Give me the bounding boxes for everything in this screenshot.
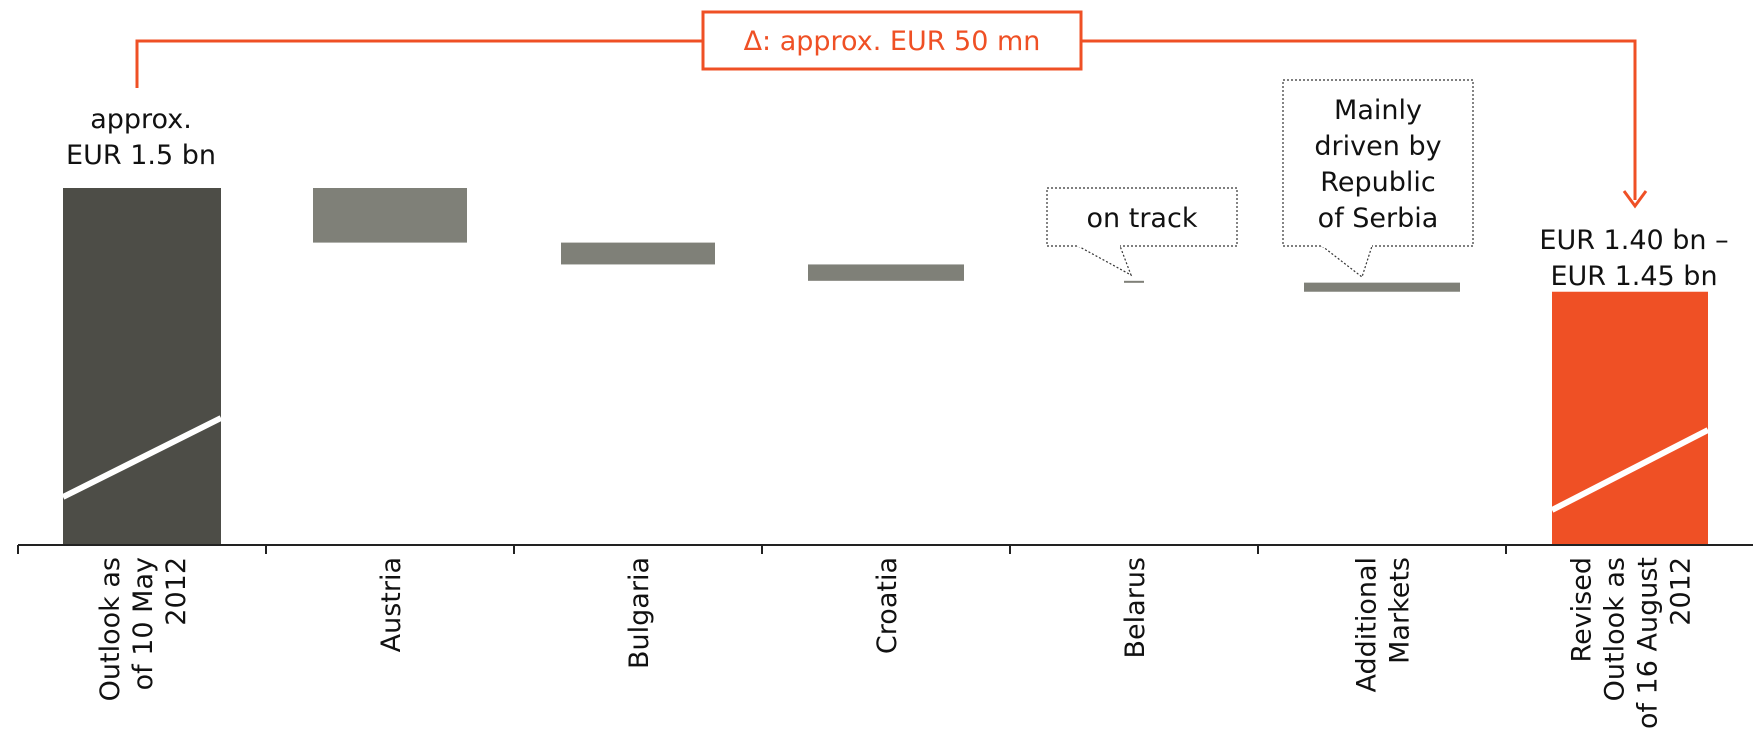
callout-additional-markets-tail: [1321, 245, 1373, 278]
delta-label: Δ: approx. EUR 50 mn: [744, 26, 1041, 57]
callout-additional-markets-text-line: Mainly: [1334, 95, 1422, 126]
bar-group: [61, 188, 1710, 545]
callouts: on track Mainly driven by Republic of Serbia: [1046, 79, 1474, 278]
callout-additional-markets: Mainly driven by Republic of Serbia: [1282, 79, 1474, 278]
category-label: Bulgaria: [624, 557, 655, 669]
category-label: AdditionalMarkets: [1352, 557, 1416, 693]
bar-7: [1552, 291, 1708, 545]
category-labels: Outlook asof 10 May2012 Austria Bulgaria Cr…: [95, 557, 1697, 729]
callout-belarus-text-line: on track: [1087, 203, 1198, 234]
category-label-line: 2012: [161, 557, 192, 626]
callout-belarus-text: on track: [1087, 203, 1198, 234]
bar-1: [63, 188, 221, 545]
callout-belarus-tail: [1077, 245, 1133, 277]
x-axis: [17, 544, 1753, 554]
delta-label-box: [701, 10, 1083, 71]
category-label-line: Outlook as: [95, 557, 126, 701]
category-label-line: 2012: [1666, 557, 1697, 626]
bar-5: [1124, 280, 1144, 283]
category-label-line: Revised: [1567, 557, 1598, 662]
category-label-line: of 10 May: [128, 557, 159, 690]
delta-bracket: Δ: approx. EUR 50 mn: [135, 10, 1648, 209]
category-label-line: Croatia: [872, 557, 903, 654]
category-label: Belarus: [1120, 557, 1151, 658]
category-label-line: Additional: [1352, 557, 1383, 693]
delta-arrowhead: [1622, 190, 1648, 209]
bar-6: [1304, 282, 1460, 292]
value-label-end-line: EUR 1.40 bn –: [1539, 225, 1728, 256]
callout-additional-markets-text-line: Republic: [1320, 167, 1435, 198]
category-label-line: Austria: [376, 557, 407, 652]
axis-break-line: [61, 415, 223, 500]
callout-additional-markets-text: Mainly driven by Republic of Serbia: [1314, 95, 1441, 234]
callout-additional-markets-text-line: of Serbia: [1318, 203, 1439, 234]
callout-additional-markets-text-line: driven by: [1314, 131, 1441, 162]
category-label-line: Outlook as: [1600, 557, 1631, 701]
category-label: Croatia: [872, 557, 903, 654]
axis-break-line: [1550, 427, 1710, 513]
category-label: RevisedOutlook asof 16 August2012: [1567, 557, 1697, 729]
callout-belarus: on track: [1046, 187, 1238, 277]
category-label: Outlook asof 10 May2012: [95, 557, 192, 701]
value-label-start-line: approx.: [90, 104, 192, 135]
value-label-end-line: EUR 1.45 bn: [1550, 261, 1717, 292]
bar-3: [561, 242, 715, 265]
value-labels: approx. EUR 1.5 bn EUR 1.40 bn – EUR 1.45 b…: [66, 104, 1729, 292]
category-label-line: Belarus: [1120, 557, 1151, 658]
bar-4: [808, 264, 964, 281]
value-label-start-line: EUR 1.5 bn: [66, 140, 216, 171]
value-label-end: EUR 1.40 bn – EUR 1.45 bn: [1539, 225, 1728, 292]
callout-belarus-box: [1046, 187, 1238, 247]
callout-additional-markets-box: [1282, 79, 1474, 247]
category-label-line: Markets: [1385, 557, 1416, 664]
category-label-line: Bulgaria: [624, 557, 655, 669]
category-label-line: of 16 August: [1633, 557, 1664, 729]
value-label-start: approx. EUR 1.5 bn: [66, 104, 216, 171]
bar-2: [313, 188, 467, 243]
category-label: Austria: [376, 557, 407, 652]
